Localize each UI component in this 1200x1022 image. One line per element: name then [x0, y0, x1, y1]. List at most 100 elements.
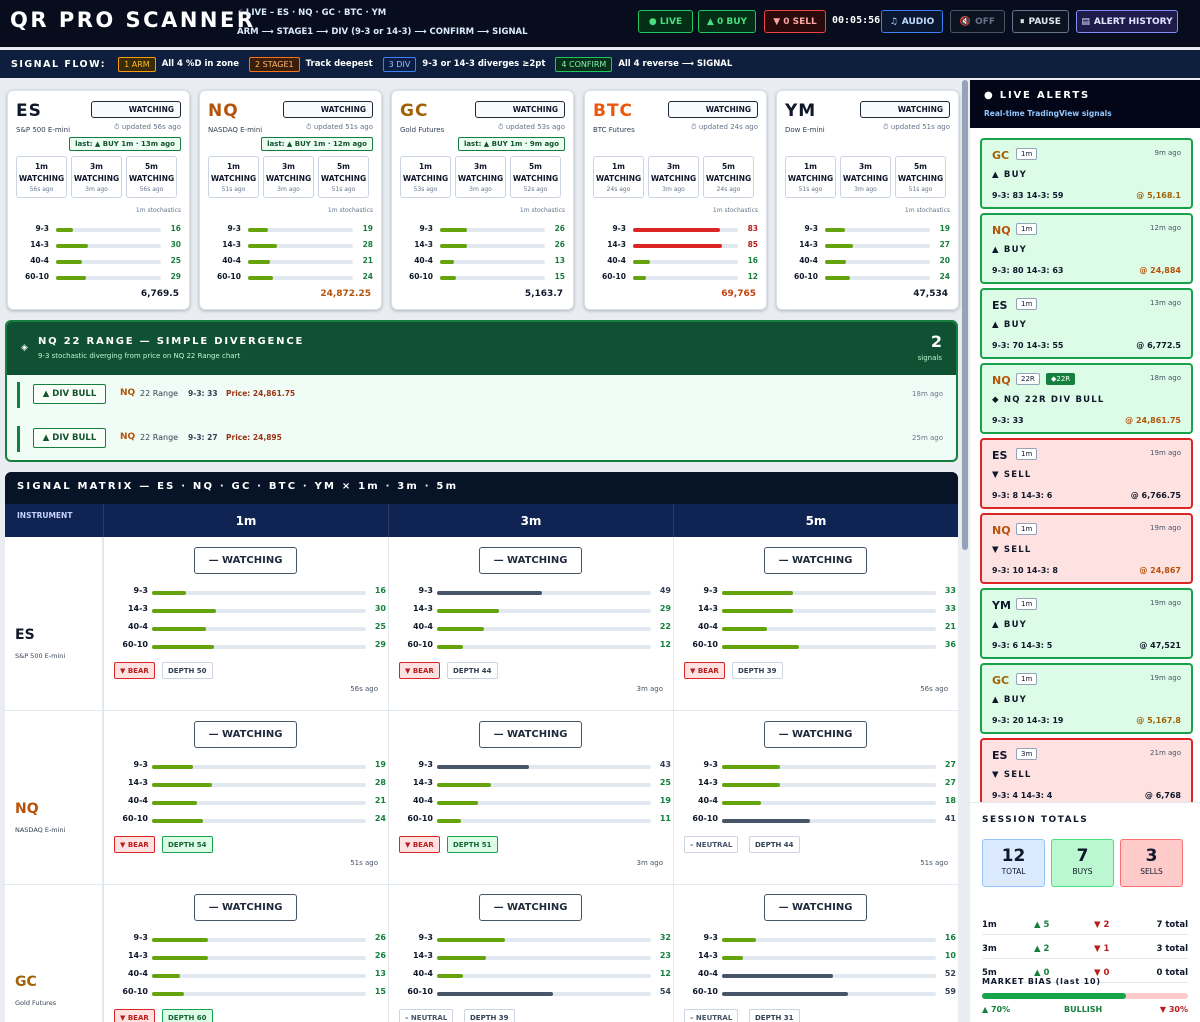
live-button[interactable]: ● LIVE: [638, 10, 693, 33]
alert-history-button[interactable]: ▤ ALERT HISTORY: [1076, 10, 1178, 33]
matrix-status-button[interactable]: — WATCHING: [479, 721, 582, 748]
card-timeframe-3m[interactable]: 3m WATCHING 3m ago: [71, 156, 122, 198]
card-timeframe-3m[interactable]: 3m WATCHING 3m ago: [840, 156, 891, 198]
session-row-buys: ▲ 0: [1034, 968, 1050, 978]
card-timeframe-1m[interactable]: 1m WATCHING 56s ago: [16, 156, 67, 198]
stoch-label: 40-4: [607, 256, 626, 265]
stoch-fill: [825, 276, 851, 280]
stoch-value: 22: [659, 622, 671, 631]
stoch-fill: [56, 276, 87, 280]
div-bull-button[interactable]: ▲ DIV BULL: [33, 384, 106, 404]
matrix-status-button[interactable]: — WATCHING: [764, 721, 867, 748]
stoch-fill: [152, 627, 206, 631]
card-symbol: GC: [400, 101, 429, 121]
div-bull-button[interactable]: ▲ DIV BULL: [33, 428, 106, 448]
divergence-row[interactable]: ▲ DIV BULL NQ 22 Range 9-3: 33 Price: 24,861…: [17, 382, 943, 408]
timeframe-label: 1m: [803, 162, 818, 171]
matrix-instrument-gc: GC Gold Futures: [5, 884, 103, 1022]
stoch-fill: [56, 260, 83, 264]
main-scrollbar[interactable]: [962, 80, 968, 550]
stoch-value: 21: [944, 622, 956, 631]
matrix-status-button[interactable]: — WATCHING: [764, 547, 867, 574]
matrix-status-button[interactable]: — WATCHING: [479, 547, 582, 574]
matrix-status-button[interactable]: — WATCHING: [194, 894, 297, 921]
card-timeframe-1m[interactable]: 1m WATCHING 51s ago: [785, 156, 836, 198]
instrument-card-btc[interactable]: BTC BTC Futures WATCHING ⏱ updated 24s ago 1…: [584, 90, 767, 310]
matrix-cell-gc-3m[interactable]: — WATCHING 9-3 32 14-3 23 40-4 12 60-10 54 – NEUT…: [388, 884, 673, 1022]
timeframe-updated: 3m ago: [662, 186, 685, 193]
sells-label: SELLS: [1140, 867, 1163, 876]
card-timeframe-3m[interactable]: 3m WATCHING 3m ago: [455, 156, 506, 198]
stoch-label: 14-3: [127, 604, 148, 613]
card-timeframe-1m[interactable]: 1m WATCHING 24s ago: [593, 156, 644, 198]
matrix-cell-es-5m[interactable]: — WATCHING 9-3 33 14-3 33 40-4 21 60-10 36 ▼ BEAR…: [673, 537, 958, 711]
matrix-cell-nq-5m[interactable]: — WATCHING 9-3 27 14-3 27 40-4 18 60-10 41 – NEUT…: [673, 711, 958, 885]
matrix-cell-es-1m[interactable]: — WATCHING 9-3 16 14-3 30 40-4 25 60-10 29 ▼ BEAR…: [103, 537, 388, 711]
stoch-label: 9-3: [703, 760, 718, 769]
alert-item-buy[interactable]: GC 1m 19m ago ▲ BUY 9-3: 20 14-3: 19 @ 5,167.…: [980, 663, 1193, 734]
stoch-label: 40-4: [412, 969, 433, 978]
timeframe-updated: 51s ago: [908, 186, 933, 193]
sell-count-button[interactable]: ▼ 0 SELL: [764, 10, 826, 33]
matrix-depth-tag: DEPTH 44: [447, 662, 498, 679]
alert-item-sell[interactable]: ES 3m 21m ago ▼ SELL 9-3: 4 14-3: 4 @ 6,768: [980, 738, 1193, 809]
timeframe-label: 1m: [611, 162, 626, 171]
buy-count-button[interactable]: ▲ 0 BUY: [698, 10, 756, 33]
card-timeframe-5m[interactable]: 5m WATCHING 51s ago: [318, 156, 369, 198]
matrix-status-button[interactable]: — WATCHING: [194, 721, 297, 748]
alert-item-buy[interactable]: GC 1m 9m ago ▲ BUY 9-3: 83 14-3: 59 @ 5,168.1: [980, 138, 1193, 209]
card-timeframe-5m[interactable]: 5m WATCHING 56s ago: [126, 156, 177, 198]
matrix-cell-nq-3m[interactable]: — WATCHING 9-3 43 14-3 25 40-4 19 60-10 11 ▼ BEAR…: [388, 711, 673, 885]
matrix-status-button[interactable]: — WATCHING: [194, 547, 297, 574]
alert-item-buy[interactable]: NQ 1m 12m ago ▲ BUY 9-3: 80 14-3: 63 @ 24,884: [980, 213, 1193, 284]
timeframe-label: 3m: [858, 162, 873, 171]
alert-time: 12m ago: [1150, 224, 1181, 232]
stoch-label: 60-10: [692, 987, 718, 996]
instrument-card-ym[interactable]: YM Dow E-mini WATCHING ⏱ updated 51s ago 1m W…: [776, 90, 959, 310]
stoch-label: 9-3: [418, 933, 433, 942]
alert-item-buy[interactable]: NQ 22R ◆22R 18m ago ◆ NQ 22R DIV BULL 9-3: 33…: [980, 363, 1193, 434]
card-timeframe-1m[interactable]: 1m WATCHING 51s ago: [208, 156, 259, 198]
stoch-fill: [722, 783, 780, 787]
instrument-card-nq[interactable]: NQ NASDAQ E-mini WATCHING ⏱ updated 51s ago…: [199, 90, 382, 310]
matrix-cell-gc-1m[interactable]: — WATCHING 9-3 26 14-3 26 40-4 13 60-10 15 ▼ BEAR…: [103, 884, 388, 1022]
mute-toggle[interactable]: 🔇 OFF: [950, 10, 1005, 33]
matrix-cell-gc-5m[interactable]: — WATCHING 9-3 16 14-3 10 40-4 52 60-10 59 – NEUT…: [673, 884, 958, 1022]
pause-button[interactable]: ⏸ PAUSE: [1012, 10, 1069, 33]
instrument-card-es[interactable]: ES S&P 500 E-mini WATCHING ⏱ updated 56s ag…: [7, 90, 190, 310]
alert-item-buy[interactable]: YM 1m 19m ago ▲ BUY 9-3: 6 14-3: 5 @ 47,521: [980, 588, 1193, 659]
stoch-label: 14-3: [412, 778, 433, 787]
matrix-cell-time: 56s ago: [920, 685, 948, 693]
stoch-value: 41: [944, 814, 956, 823]
timeframe-updated: 56s ago: [139, 186, 164, 193]
instrument-card-gc[interactable]: GC Gold Futures WATCHING ⏱ updated 53s ago l…: [391, 90, 574, 310]
stoch-row-60-10: 60-10 15: [400, 272, 565, 284]
stoch-fill: [825, 260, 846, 264]
alert-item-sell[interactable]: ES 1m 19m ago ▼ SELL 9-3: 8 14-3: 6 @ 6,766.7…: [980, 438, 1193, 509]
stoch-value: 10: [944, 951, 956, 960]
session-row-sells: ▼ 0: [1094, 968, 1110, 978]
stoch-value: 33: [944, 604, 956, 613]
audio-button[interactable]: ♫ AUDIO: [881, 10, 943, 33]
divergence-row[interactable]: ▲ DIV BULL NQ 22 Range 9-3: 27 Price: 24,895…: [17, 426, 943, 452]
card-timeframe-3m[interactable]: 3m WATCHING 3m ago: [263, 156, 314, 198]
matrix-status-button[interactable]: — WATCHING: [764, 894, 867, 921]
card-timeframe-3m[interactable]: 3m WATCHING 3m ago: [648, 156, 699, 198]
stoch-track: [152, 801, 366, 805]
card-timeframe-5m[interactable]: 5m WATCHING 24s ago: [703, 156, 754, 198]
matrix-status-button[interactable]: — WATCHING: [479, 894, 582, 921]
stoch-label: 9-3: [418, 760, 433, 769]
stoch-row-14-3: 14-3 27: [785, 240, 950, 252]
timeframe-label: 3m: [473, 162, 488, 171]
stoch-row-40-4: 40-4 25: [16, 256, 181, 268]
card-last-signal: last: ▲ BUY 1m · 12m ago: [261, 137, 373, 151]
card-timeframe-5m[interactable]: 5m WATCHING 51s ago: [895, 156, 946, 198]
timeframe-status: WATCHING: [897, 174, 944, 183]
stoch-value: 19: [362, 224, 373, 233]
alert-item-buy[interactable]: ES 1m 13m ago ▲ BUY 9-3: 70 14-3: 55 @ 6,772.…: [980, 288, 1193, 359]
matrix-cell-es-3m[interactable]: — WATCHING 9-3 49 14-3 29 40-4 22 60-10 12 ▼ BEAR…: [388, 537, 673, 711]
card-timeframe-1m[interactable]: 1m WATCHING 53s ago: [400, 156, 451, 198]
alert-item-sell[interactable]: NQ 1m 19m ago ▼ SELL 9-3: 10 14-3: 8 @ 24,867: [980, 513, 1193, 584]
card-timeframe-5m[interactable]: 5m WATCHING 52s ago: [510, 156, 561, 198]
matrix-cell-nq-1m[interactable]: — WATCHING 9-3 19 14-3 28 40-4 21 60-10 24 ▼ BEAR…: [103, 711, 388, 885]
